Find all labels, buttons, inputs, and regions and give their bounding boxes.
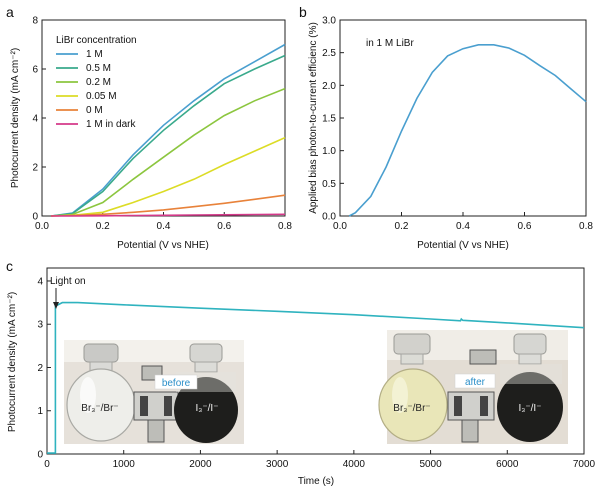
panel-b-y-tick-label: 2.5: [322, 48, 336, 59]
light-on-arrow-head: [53, 302, 59, 309]
panel-letter-b: b: [299, 4, 307, 20]
photo-after-label-box: [454, 373, 496, 389]
legend-label: 1 M in dark: [86, 119, 136, 130]
panel-a: a 0.0 0.2 0.4 0.6 0.8 0 2 4 6 8 Potential (V vs …: [6, 4, 292, 251]
panel-c-y-ticks: 0 1 2 3 4: [37, 276, 51, 461]
legend-label: 0.5 M: [86, 63, 111, 74]
photo-before: before Br₃⁻/Br⁻ I₃⁻/I⁻: [64, 340, 244, 444]
panel-c-x-label: Time (s): [298, 476, 334, 487]
photo-after-right-vial-label: I₃⁻/I⁻: [519, 403, 542, 414]
panel-c-x-tick-label: 3000: [266, 459, 289, 470]
panel-c-x-tick-label: 6000: [496, 459, 519, 470]
panel-b-series-lines: [348, 44, 587, 217]
panel-c-y-tick-label: 2: [37, 363, 43, 374]
panel-b-y-tick-label: 0.0: [322, 212, 336, 223]
panel-a-series-line-5: [51, 213, 286, 217]
panel-b-x-tick-label: 0.6: [518, 221, 532, 232]
panel-b-series-line-0: [348, 44, 587, 217]
panel-a-legend-title: LiBr concentration: [56, 35, 137, 46]
panel-c-y-tick-label: 0: [37, 450, 43, 461]
panel-b-x-tick-label: 0.0: [333, 221, 347, 232]
panel-c-annotation: Light on: [50, 276, 86, 287]
panel-a-y-tick-label: 4: [32, 114, 38, 125]
panel-a-series-lines: [50, 43, 286, 217]
panel-c-x-ticks: 0 1000 2000 3000 4000 5000 6000 7000: [44, 450, 596, 470]
panel-c-y-tick-label: 3: [37, 320, 43, 331]
panel-letter-a: a: [6, 4, 14, 20]
photo-after-clamp: [447, 349, 497, 443]
panel-b-x-label: Potential (V vs NHE): [417, 240, 509, 251]
panel-a-y-tick-label: 0: [32, 212, 38, 223]
photo-after-right-vial: [497, 333, 563, 442]
photo-before-label-box: [154, 374, 198, 390]
panel-c: c 0 1000 2000 3000 4000 5000 6000 7000 0 1 2 3 4: [6, 258, 596, 487]
panel-a-y-tick-label: 2: [32, 163, 38, 174]
panel-a-series-line-2: [51, 87, 286, 217]
photo-after: after Br₃⁻/Br⁻ I₃⁻/I⁻: [378, 330, 568, 444]
panel-a-y-ticks: 0 2 4 6 8: [32, 16, 46, 223]
panel-a-frame: [41, 19, 286, 217]
photo-before-label: before: [162, 378, 191, 389]
panel-c-y-label: Photocurrent density (mA cm⁻²): [7, 292, 18, 432]
panel-a-x-tick-label: 0.4: [157, 221, 171, 232]
photo-before-left-vial: [66, 343, 136, 442]
panel-b-x-ticks: 0.0 0.2 0.4 0.6 0.8: [333, 212, 593, 232]
panel-a-series-line-4: [51, 194, 286, 217]
panel-a-series-line-1: [51, 54, 286, 217]
panel-c-frame: [46, 267, 585, 455]
panel-c-x-tick-label: 5000: [419, 459, 442, 470]
legend-label: 0 M: [86, 105, 103, 116]
legend-label: 1 M: [86, 49, 103, 60]
legend-label: 0.2 M: [86, 77, 111, 88]
panel-b-annotation: in 1 M LiBr: [366, 38, 414, 49]
panel-a-x-tick-label: 0.2: [96, 221, 110, 232]
panel-c-x-tick-label: 4000: [343, 459, 366, 470]
panel-a-legend: LiBr concentration 1 M 0.5 M 0.2 M 0.05 M 0 …: [56, 35, 137, 130]
panel-b-y-tick-label: 2.0: [322, 81, 336, 92]
panel-a-x-tick-label: 0.0: [35, 221, 49, 232]
panel-b-y-tick-label: 3.0: [322, 16, 336, 27]
panel-c-x-tick-label: 2000: [189, 459, 212, 470]
panel-c-y-tick-label: 4: [37, 276, 43, 287]
photo-before-clamp: [133, 365, 179, 443]
photo-after-label: after: [465, 377, 486, 388]
panel-letter-c: c: [6, 258, 13, 274]
panel-a-y-tick-label: 8: [32, 16, 38, 27]
panel-c-x-tick-label: 7000: [573, 459, 596, 470]
panel-a-x-label: Potential (V vs NHE): [117, 240, 209, 251]
panel-b-y-label: Applied bias photon-to-current efficienc…: [308, 22, 319, 214]
panel-a-x-tick-label: 0.8: [278, 221, 292, 232]
panel-b-x-tick-label: 0.2: [395, 221, 409, 232]
panel-b-y-ticks: 0.0 0.5 1.0 1.5 2.0 2.5 3.0: [322, 16, 344, 223]
panel-c-x-tick-label: 0: [44, 459, 50, 470]
photo-after-left-vial-label: Br₃⁻/Br⁻: [393, 403, 430, 414]
photo-after-left-vial: [378, 333, 448, 442]
photo-before-left-vial-label: Br₃⁻/Br⁻: [81, 403, 118, 414]
panel-a-x-tick-label: 0.6: [217, 221, 231, 232]
panel-a-series-line-0: [50, 43, 286, 217]
panel-a-y-tick-label: 6: [32, 65, 38, 76]
legend-label: 0.05 M: [86, 91, 117, 102]
panel-c-y-tick-label: 1: [37, 406, 43, 417]
panel-b-x-tick-label: 0.8: [579, 221, 593, 232]
panel-b-y-tick-label: 1.0: [322, 146, 336, 157]
panel-c-x-tick-label: 1000: [113, 459, 136, 470]
panel-b: b 0.0 0.2 0.4 0.6 0.8 0.00.51.01.52.02.53.0 …: [299, 4, 593, 251]
panel-b-y-tick-label: 1.5: [322, 114, 336, 125]
panel-b-y-tick-label: 0.5: [322, 179, 336, 190]
photo-before-right-vial-label: I₃⁻/I⁻: [196, 403, 219, 414]
panel-a-y-label: Photocurrent density (mA cm⁻²): [10, 48, 21, 188]
panel-b-x-tick-label: 0.4: [456, 221, 470, 232]
